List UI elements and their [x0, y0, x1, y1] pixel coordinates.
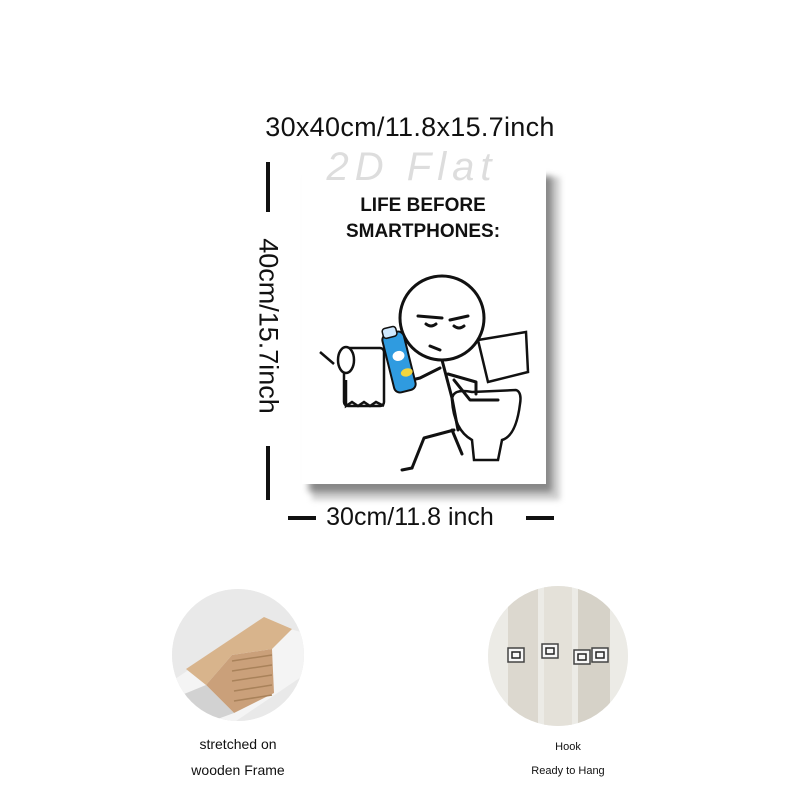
toilet-paper-icon — [319, 345, 386, 409]
wooden-frame-photo — [172, 589, 304, 721]
hook-photo — [488, 586, 628, 726]
stick-figure — [398, 274, 500, 472]
poster-title-line1: LIFE BEFORE — [360, 195, 486, 216]
width-dimension-label: 30cm/11.8 inch — [326, 503, 494, 531]
hook-caption-line1: Hook — [555, 741, 581, 753]
frame-caption: stretched on wooden Frame — [148, 731, 328, 783]
frame-caption-line1: stretched on — [199, 736, 277, 752]
spray-can-icon — [381, 325, 417, 394]
hook-caption: Hook Ready to Hang — [478, 735, 658, 783]
height-dimension-text: 40cm/15.7inch — [253, 238, 284, 414]
toilet-icon — [450, 330, 530, 462]
height-rule-top — [266, 162, 270, 212]
wooden-frame-icon — [172, 589, 304, 721]
overall-dimension-label: 30x40cm/11.8x15.7inch — [265, 112, 555, 142]
hook-icon — [488, 586, 628, 726]
height-rule-bottom — [266, 446, 270, 500]
frame-caption-line2: wooden Frame — [191, 762, 285, 778]
stick-figure-illustration — [319, 274, 530, 472]
watermark: 2D Flat — [326, 145, 498, 189]
poster-title: LIFE BEFORE SMARTPHONES: — [318, 193, 528, 245]
poster-title-line2: SMARTPHONES: — [345, 221, 501, 242]
hook-caption-line2: Ready to Hang — [531, 765, 605, 777]
width-rule-left — [288, 516, 316, 520]
width-rule-right — [526, 516, 554, 520]
